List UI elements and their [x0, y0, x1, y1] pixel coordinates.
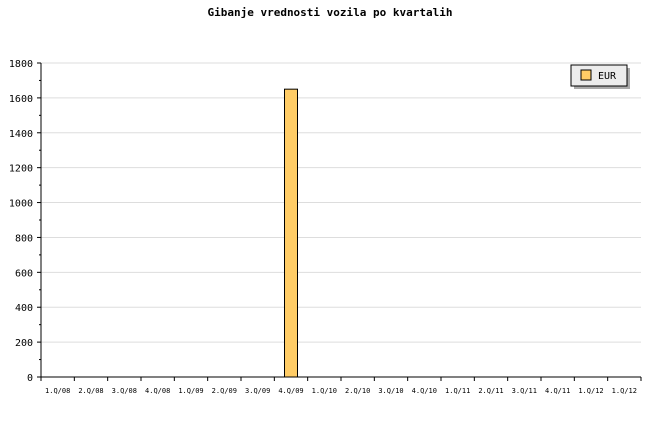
y-tick-label: 800 [15, 233, 33, 244]
y-tick-label: 1000 [9, 199, 33, 210]
x-tick-label: 4.Q/08 [145, 387, 170, 395]
y-tick-label: 400 [15, 303, 33, 314]
x-tick-label: 3.Q/10 [378, 387, 403, 395]
x-tick-label: 1.Q/08 [45, 387, 70, 395]
x-tick-label: 3.Q/09 [245, 387, 270, 395]
legend: EUR [570, 64, 630, 89]
x-tick-label: 1.Q/12 [578, 387, 603, 395]
y-axis: 0 200 400 600 800 1000 1200 1400 1600 1800 [9, 59, 42, 384]
grid [41, 62, 641, 343]
x-tick-label: 1.Q/11 [445, 387, 470, 395]
y-tick-label: 0 [27, 373, 33, 384]
y-tick-label: 1800 [9, 59, 33, 70]
y-tick-label: 600 [15, 268, 33, 279]
x-tick-label: 3.Q/11 [512, 387, 537, 395]
x-tick-label: 1.Q/12 [612, 387, 637, 395]
x-tick-label: 3.Q/08 [112, 387, 137, 395]
chart-title: Gibanje vrednosti vozila po kvartalih [207, 6, 452, 19]
x-tick-label: 4.Q/10 [412, 387, 437, 395]
y-tick-label: 200 [15, 338, 33, 349]
y-tick-label: 1400 [9, 129, 33, 140]
bar-4.Q/09 [284, 88, 298, 378]
y-tick-label: 1200 [9, 164, 33, 175]
y-tick-label: 1600 [9, 94, 33, 105]
x-tick-label: 4.Q/11 [545, 387, 570, 395]
x-tick-label: 2.Q/10 [345, 387, 370, 395]
x-axis: 1.Q/08 2.Q/08 3.Q/08 4.Q/08 1.Q/09 2.Q/09 3.Q/… [40, 376, 642, 395]
x-tick-label: 4.Q/09 [278, 387, 303, 395]
x-tick-label: 2.Q/09 [212, 387, 237, 395]
x-tick-label: 2.Q/11 [478, 387, 503, 395]
x-tick-label: 1.Q/10 [312, 387, 337, 395]
x-tick-label: 1.Q/09 [178, 387, 203, 395]
legend-label-eur: EUR [598, 71, 617, 82]
legend-swatch-eur [580, 69, 592, 81]
bars [284, 88, 298, 378]
x-tick-label: 2.Q/08 [78, 387, 103, 395]
